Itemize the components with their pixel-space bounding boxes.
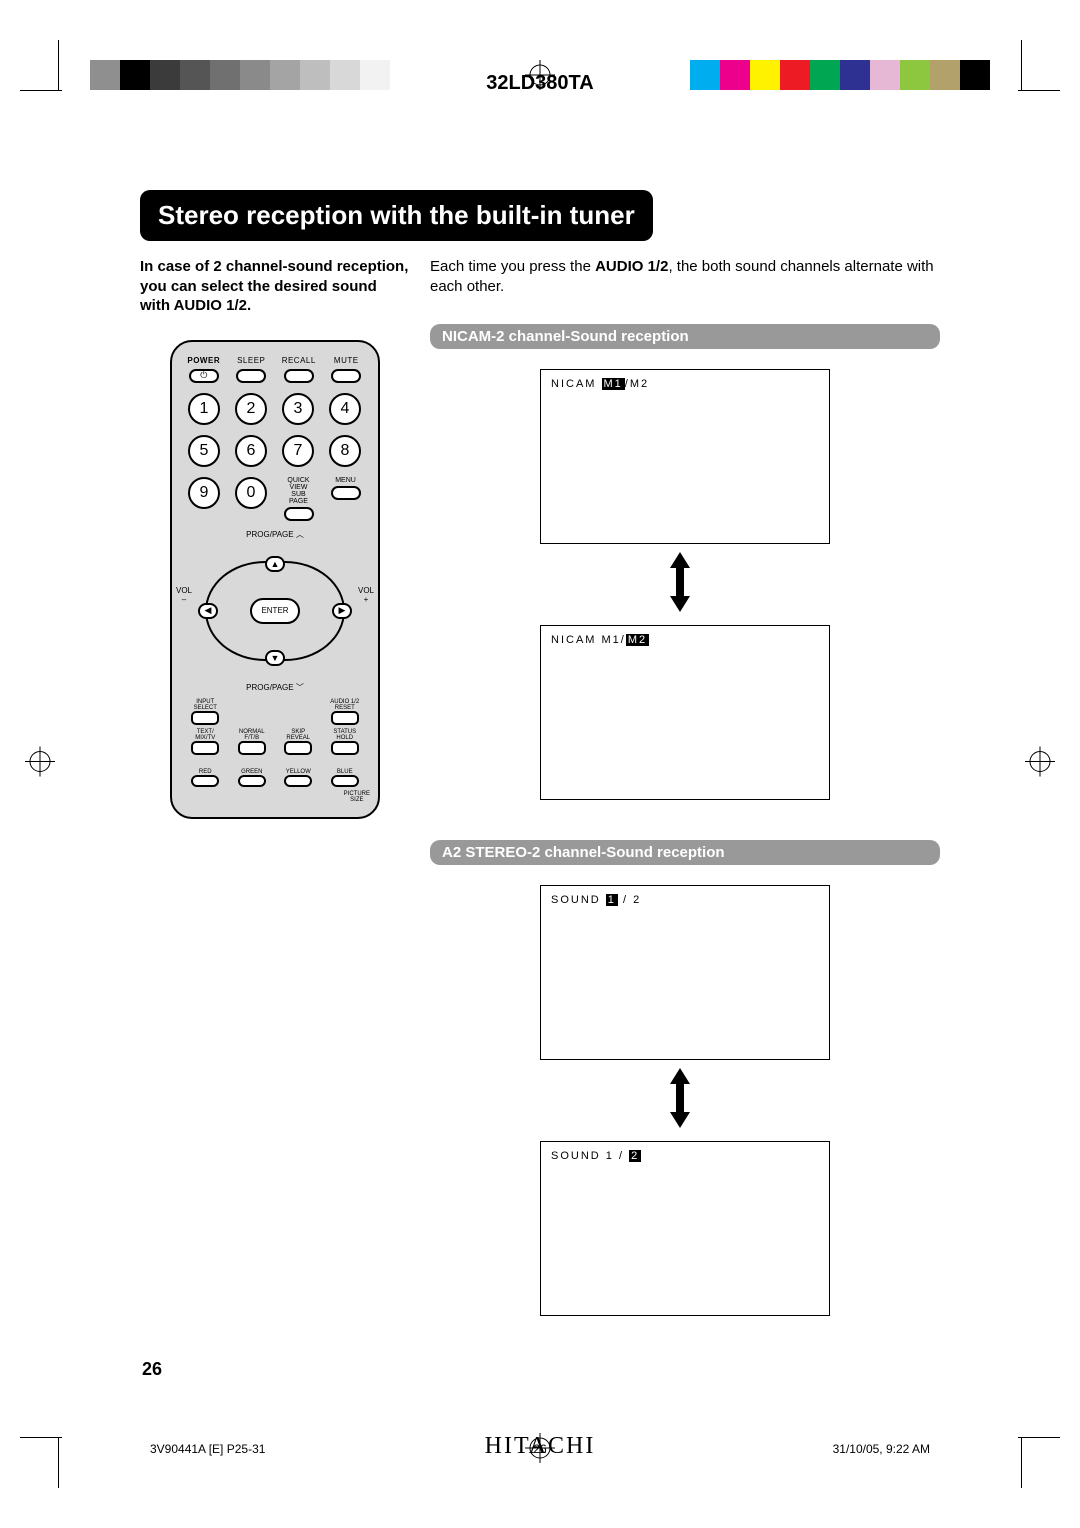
remote-label-sleep: SLEEP <box>231 356 271 365</box>
remote-label-power: POWER <box>184 356 224 365</box>
skip-label: SKIP REVEAL <box>286 729 310 741</box>
page-number: 26 <box>142 1359 162 1380</box>
audio12-button <box>331 711 359 725</box>
footer-center: 26 <box>410 1442 670 1456</box>
nicam-screen-2: NICAM M1/M2 <box>540 625 830 800</box>
blue-button <box>331 775 359 787</box>
a2-screen-1: SOUND 1 / 2 <box>540 885 830 1060</box>
num-9-button: 9 <box>188 477 220 509</box>
yellow-label: YELLOW <box>286 769 311 775</box>
subheader-nicam: NICAM-2 channel-Sound reception <box>430 324 940 349</box>
menu-label: MENU <box>335 477 356 484</box>
red-label: RED <box>199 769 212 775</box>
blue-label: BLUE <box>337 769 353 775</box>
registration-mark-right <box>1025 747 1055 782</box>
num-0-button: 0 <box>235 477 267 509</box>
remote-control-illustration: POWER SLEEP RECALL MUTE ⏻ 1 2 3 4 5 <box>170 340 380 819</box>
num-1-button: 1 <box>188 393 220 425</box>
vol-plus-label: VOL + <box>358 586 374 604</box>
page-content: Stereo reception with the built-in tuner… <box>140 190 940 1316</box>
status-label: STATUS HOLD <box>333 729 356 741</box>
crop-mark <box>1018 1437 1060 1438</box>
power-button: ⏻ <box>189 369 219 383</box>
num-8-button: 8 <box>329 435 361 467</box>
a2-screen-2: SOUND 1 / 2 <box>540 1141 830 1316</box>
crop-mark <box>1018 90 1060 91</box>
crop-mark <box>20 1437 62 1438</box>
text-mix-button <box>191 741 219 755</box>
input-select-label: INPUT SELECT <box>184 699 227 711</box>
num-5-button: 5 <box>188 435 220 467</box>
menu-button <box>331 486 361 500</box>
yellow-button <box>284 775 312 787</box>
num-4-button: 4 <box>329 393 361 425</box>
num-7-button: 7 <box>282 435 314 467</box>
vol-minus-label: VOL – <box>176 586 192 604</box>
footer-left: 3V90441A [E] P25-31 <box>150 1442 410 1456</box>
crop-mark <box>1021 40 1022 90</box>
section-title: Stereo reception with the built-in tuner <box>140 190 653 241</box>
sleep-button <box>236 369 266 383</box>
prog-down-label: PROG/PAGE ﹀ <box>180 682 370 693</box>
subheader-a2: A2 STEREO-2 channel-Sound reception <box>430 840 940 865</box>
intro-right-text: Each time you press the AUDIO 1/2, the b… <box>430 257 940 296</box>
intro-left-text: In case of 2 channel-sound reception, yo… <box>140 257 410 316</box>
picture-size-label: PICTURE SIZE <box>344 791 370 803</box>
crop-mark <box>20 90 62 91</box>
normal-label: NORMAL F/T/B <box>239 729 265 741</box>
num-3-button: 3 <box>282 393 314 425</box>
skip-button <box>284 741 312 755</box>
dpad-up-button: ▲ <box>265 556 285 572</box>
crop-mark <box>58 40 59 90</box>
prog-up-label: PROG/PAGE ︿ <box>180 529 370 540</box>
double-arrow-icon <box>660 1068 940 1133</box>
dpad: ▲ ▼ ◀ ▶ ENTER VOL – VOL + <box>180 546 370 676</box>
dpad-right-button: ▶ <box>332 603 352 619</box>
enter-button: ENTER <box>250 598 300 624</box>
text-mix-label: TEXT/ MIX/TV <box>195 729 215 741</box>
remote-label-recall: RECALL <box>279 356 319 365</box>
audio12-label: AUDIO 1/2 RESET <box>330 699 359 711</box>
num-2-button: 2 <box>235 393 267 425</box>
green-label: GREEN <box>241 769 262 775</box>
status-button <box>331 741 359 755</box>
input-select-button <box>191 711 219 725</box>
color-bar-left <box>90 60 390 90</box>
remote-label-mute: MUTE <box>326 356 366 365</box>
dpad-down-button: ▼ <box>265 650 285 666</box>
footer: 3V90441A [E] P25-31 26 31/10/05, 9:22 AM <box>0 1442 1080 1456</box>
registration-mark-left <box>25 747 55 782</box>
model-number: 32LD380TA <box>486 72 593 95</box>
double-arrow-icon <box>660 552 940 617</box>
num-6-button: 6 <box>235 435 267 467</box>
green-button <box>238 775 266 787</box>
footer-right: 31/10/05, 9:22 AM <box>670 1442 930 1456</box>
nicam-screen-1: NICAM M1/M2 <box>540 369 830 544</box>
mute-button <box>331 369 361 383</box>
dpad-left-button: ◀ <box>198 603 218 619</box>
color-bar-right <box>690 60 990 90</box>
quickview-label: QUICK VIEW SUB PAGE <box>282 477 315 505</box>
normal-button <box>238 741 266 755</box>
red-button <box>191 775 219 787</box>
quickview-button <box>284 507 314 521</box>
recall-button <box>284 369 314 383</box>
